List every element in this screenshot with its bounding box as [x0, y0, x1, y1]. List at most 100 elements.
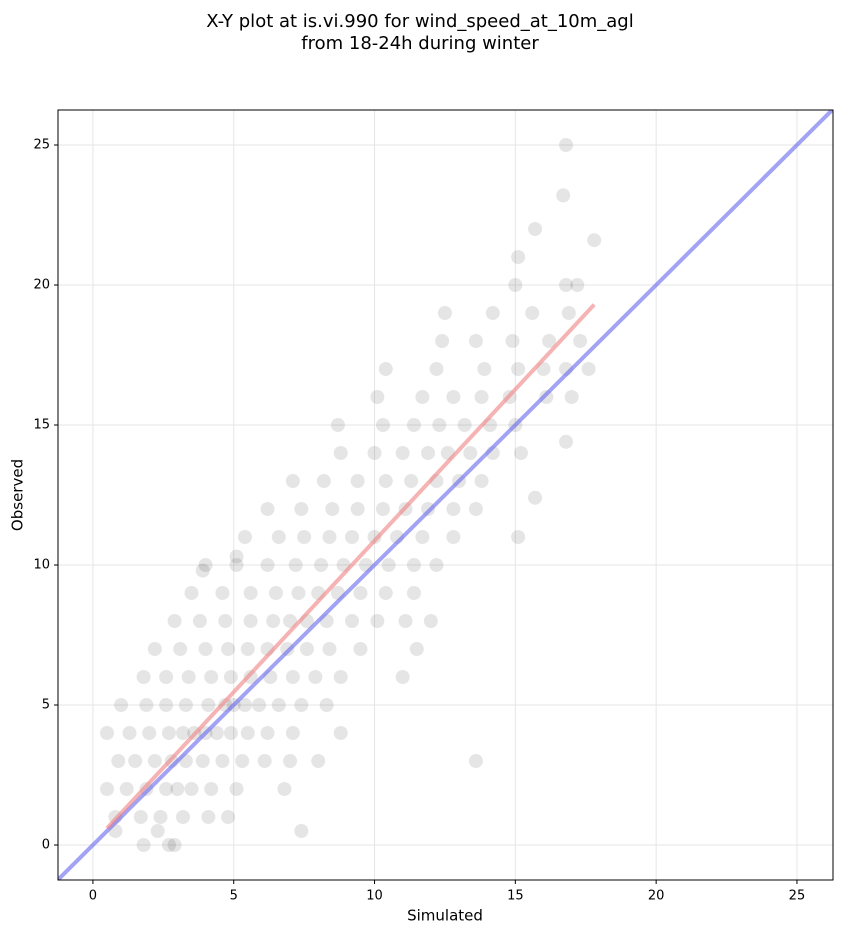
y-tick-label: 15 — [33, 418, 50, 433]
scatter-point — [415, 530, 430, 544]
scatter-point — [581, 362, 596, 376]
scatter-point — [468, 754, 483, 768]
plot-area — [58, 110, 833, 880]
scatter-point — [345, 614, 360, 628]
scatter-point — [432, 418, 447, 432]
scatter-point — [311, 754, 326, 768]
scatter-point — [136, 670, 151, 684]
scatter-point — [139, 698, 154, 712]
y-tick-label: 0 — [42, 838, 50, 853]
scatter-point — [421, 446, 436, 460]
scatter-point — [423, 614, 438, 628]
scatter-point — [375, 418, 390, 432]
scatter-point — [237, 530, 252, 544]
scatter-point — [221, 810, 236, 824]
scatter-point — [159, 698, 174, 712]
scatter-point — [446, 530, 461, 544]
scatter-point — [564, 390, 579, 404]
scatter-point — [209, 726, 224, 740]
scatter-point — [559, 138, 574, 152]
scatter-point — [176, 726, 191, 740]
scatter-point — [204, 782, 219, 796]
scatter-point — [446, 390, 461, 404]
scatter-point — [243, 614, 258, 628]
scatter-point — [260, 726, 275, 740]
scatter-point — [215, 754, 230, 768]
scatter-point — [285, 726, 300, 740]
scatter-point — [122, 726, 137, 740]
y-tick-label: 5 — [42, 698, 50, 713]
scatter-point — [277, 782, 292, 796]
scatter-point — [429, 558, 444, 572]
scatter-point — [525, 306, 540, 320]
scatter-point — [508, 278, 523, 292]
scatter-point — [367, 446, 382, 460]
scatter-point — [294, 502, 309, 516]
scatter-point — [333, 446, 348, 460]
scatter-point — [176, 810, 191, 824]
grid — [58, 110, 833, 880]
scatter-point — [406, 558, 421, 572]
scatter-point — [333, 726, 348, 740]
scatter-point — [136, 838, 151, 852]
scatter-point — [511, 530, 526, 544]
scatter-point — [528, 222, 543, 236]
scatter-point — [395, 446, 410, 460]
scatter-point — [468, 502, 483, 516]
scatter-point — [201, 698, 216, 712]
scatter-point — [528, 490, 543, 505]
scatter-point — [474, 390, 489, 404]
scatter-point — [161, 726, 176, 740]
scatter-point — [542, 334, 557, 348]
scatter-point — [319, 698, 334, 712]
scatter-point — [223, 670, 238, 684]
plot-frame — [57, 109, 834, 881]
scatter-point — [325, 502, 340, 516]
scatter-point — [395, 670, 410, 684]
scatter-point — [370, 614, 385, 628]
scatter-point — [128, 754, 143, 768]
scatter-point — [150, 824, 165, 838]
scatter-point — [271, 698, 286, 712]
scatter-point — [260, 558, 275, 572]
scatter-point — [406, 418, 421, 432]
scatter-point — [437, 306, 452, 320]
scatter-point — [477, 362, 492, 376]
scatter-point — [322, 642, 337, 656]
scatter-point — [266, 614, 281, 628]
scatter-point — [223, 726, 238, 740]
scatter-point — [457, 418, 472, 432]
x-tick-label: 20 — [648, 889, 665, 904]
scatter-point — [398, 614, 413, 628]
y-tick-label: 10 — [33, 558, 50, 573]
scatter-point — [291, 586, 306, 600]
scatter-point — [350, 474, 365, 488]
y-tick-label: 25 — [33, 138, 50, 153]
scatter-point — [559, 278, 574, 292]
scatter-point — [353, 586, 368, 600]
scatter-point — [308, 670, 323, 684]
scatter-point — [404, 474, 419, 488]
scatter-point — [268, 586, 283, 600]
scatter-point — [316, 474, 331, 488]
scatter-point — [240, 726, 255, 740]
x-tick-label: 15 — [507, 889, 524, 904]
x-tick-label: 5 — [230, 889, 238, 904]
scatter-point — [378, 586, 393, 600]
chart-title: X-Y plot at is.vi.990 for wind_speed_at_… — [206, 11, 633, 32]
scatter-point — [252, 698, 267, 712]
scatter-point — [192, 614, 207, 628]
scatter-point — [283, 754, 298, 768]
scatter-point — [181, 670, 196, 684]
scatter-point — [235, 754, 250, 768]
scatter-point — [257, 754, 272, 768]
scatter-point — [153, 810, 168, 824]
x-axis-label: Simulated — [407, 907, 483, 925]
scatter-point — [229, 549, 244, 564]
scatter-point — [147, 642, 162, 656]
scatter-point — [294, 824, 309, 838]
scatter-point — [204, 670, 219, 684]
scatter-point — [184, 782, 199, 796]
scatter-point — [221, 642, 236, 656]
